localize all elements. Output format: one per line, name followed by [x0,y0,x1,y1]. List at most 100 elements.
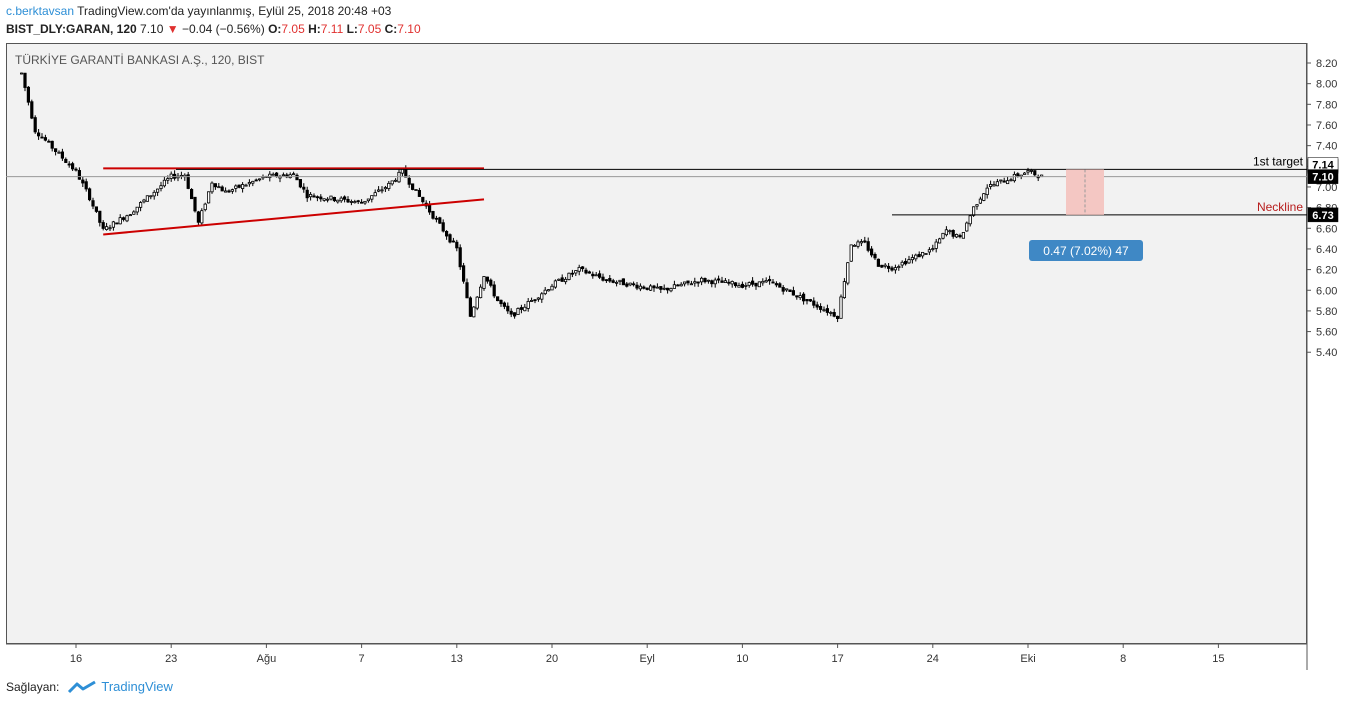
candle-body [162,179,166,187]
candle [621,278,626,286]
candle-body [125,215,129,222]
candle-body [689,283,694,286]
candle [880,264,884,268]
time-axis: 16 23 Ağu 7 13 20 Eyl 10 17 24 Eki 8 15 [70,644,1225,665]
candle [713,277,717,288]
author-link[interactable]: c.berktavsan [6,4,75,18]
candle-body [642,286,646,289]
candle [669,287,673,293]
candle [91,197,95,210]
candle-body [944,229,949,236]
candle-body [584,269,588,274]
candle [734,282,738,288]
tradingview-link[interactable]: TradingView [67,679,173,694]
candle-body [676,284,680,287]
candle [472,306,476,318]
candle-body [54,148,58,152]
candle [217,182,221,189]
candle-body [839,296,843,319]
chart-container[interactable]: TÜRKİYE GARANTİ BANKASI A.Ş., 120, BIST … [6,43,1342,670]
candle-body [761,280,765,284]
price-chart[interactable]: TÜRKİYE GARANTİ BANKASI A.Ş., 120, BIST … [6,43,1342,670]
candle-body [492,284,496,297]
candle [924,252,928,255]
candle-body [825,308,830,313]
candle [349,199,354,206]
candle-body [138,202,143,208]
last-price: 7.10 [140,22,164,36]
candle-body [502,302,507,307]
candle [897,264,901,271]
candle [1006,176,1010,185]
candle-body [472,306,476,318]
candle-body [325,198,330,201]
candle-body [50,140,54,149]
candle-body [533,299,537,302]
candle-body [1033,170,1037,176]
candle [999,179,1003,184]
candle [982,193,986,202]
candle [512,312,517,319]
candle [798,292,802,300]
candle-body [88,188,92,201]
candle [407,175,411,188]
candle [410,183,415,191]
candle [944,226,949,237]
candle-body [118,217,122,225]
candle [50,140,54,152]
candle-body [897,266,901,269]
candle [502,301,507,310]
tradingview-logo-icon [68,680,97,693]
candle-body [478,286,483,299]
candle [332,196,337,203]
candle [478,284,483,299]
candle-body [421,196,425,203]
candle-body [893,267,898,271]
candle-body [200,210,204,224]
candle-body [669,288,673,292]
candle [526,298,530,312]
candle [917,251,921,258]
candle-body [608,278,612,282]
candle [832,308,836,318]
candle [77,167,81,180]
candle-body [438,217,442,224]
candle [700,276,704,286]
candle [805,299,809,305]
candle-body [713,279,717,285]
candle-body [189,189,194,200]
candle-body [564,278,568,283]
candle [642,285,646,290]
candle-body [659,286,663,290]
candle-body [465,282,469,299]
candle [36,129,41,140]
candle [363,200,367,205]
candle [985,184,989,199]
candle [111,220,115,231]
candle [550,283,554,291]
candle [829,310,833,317]
candle-body [482,276,486,289]
candle-body [536,297,541,300]
candle [754,282,758,290]
candle-body [887,265,891,269]
x-tick-label: Eki [1020,653,1035,665]
candle [876,258,881,267]
last-price-tag-bg [1307,169,1339,184]
candle-body [19,72,24,75]
candle-body [356,200,360,203]
candle-body [370,195,374,200]
candle-body [910,257,915,261]
candle-body [101,222,105,229]
candle-body [876,258,881,267]
candle [57,150,61,154]
candle [298,179,303,189]
candle [655,283,660,289]
candle-body [601,276,605,281]
candle [914,253,918,262]
candle-body [931,248,935,250]
candle [81,176,85,188]
candle [873,252,877,261]
candle [30,99,34,120]
candle-body [291,173,296,176]
